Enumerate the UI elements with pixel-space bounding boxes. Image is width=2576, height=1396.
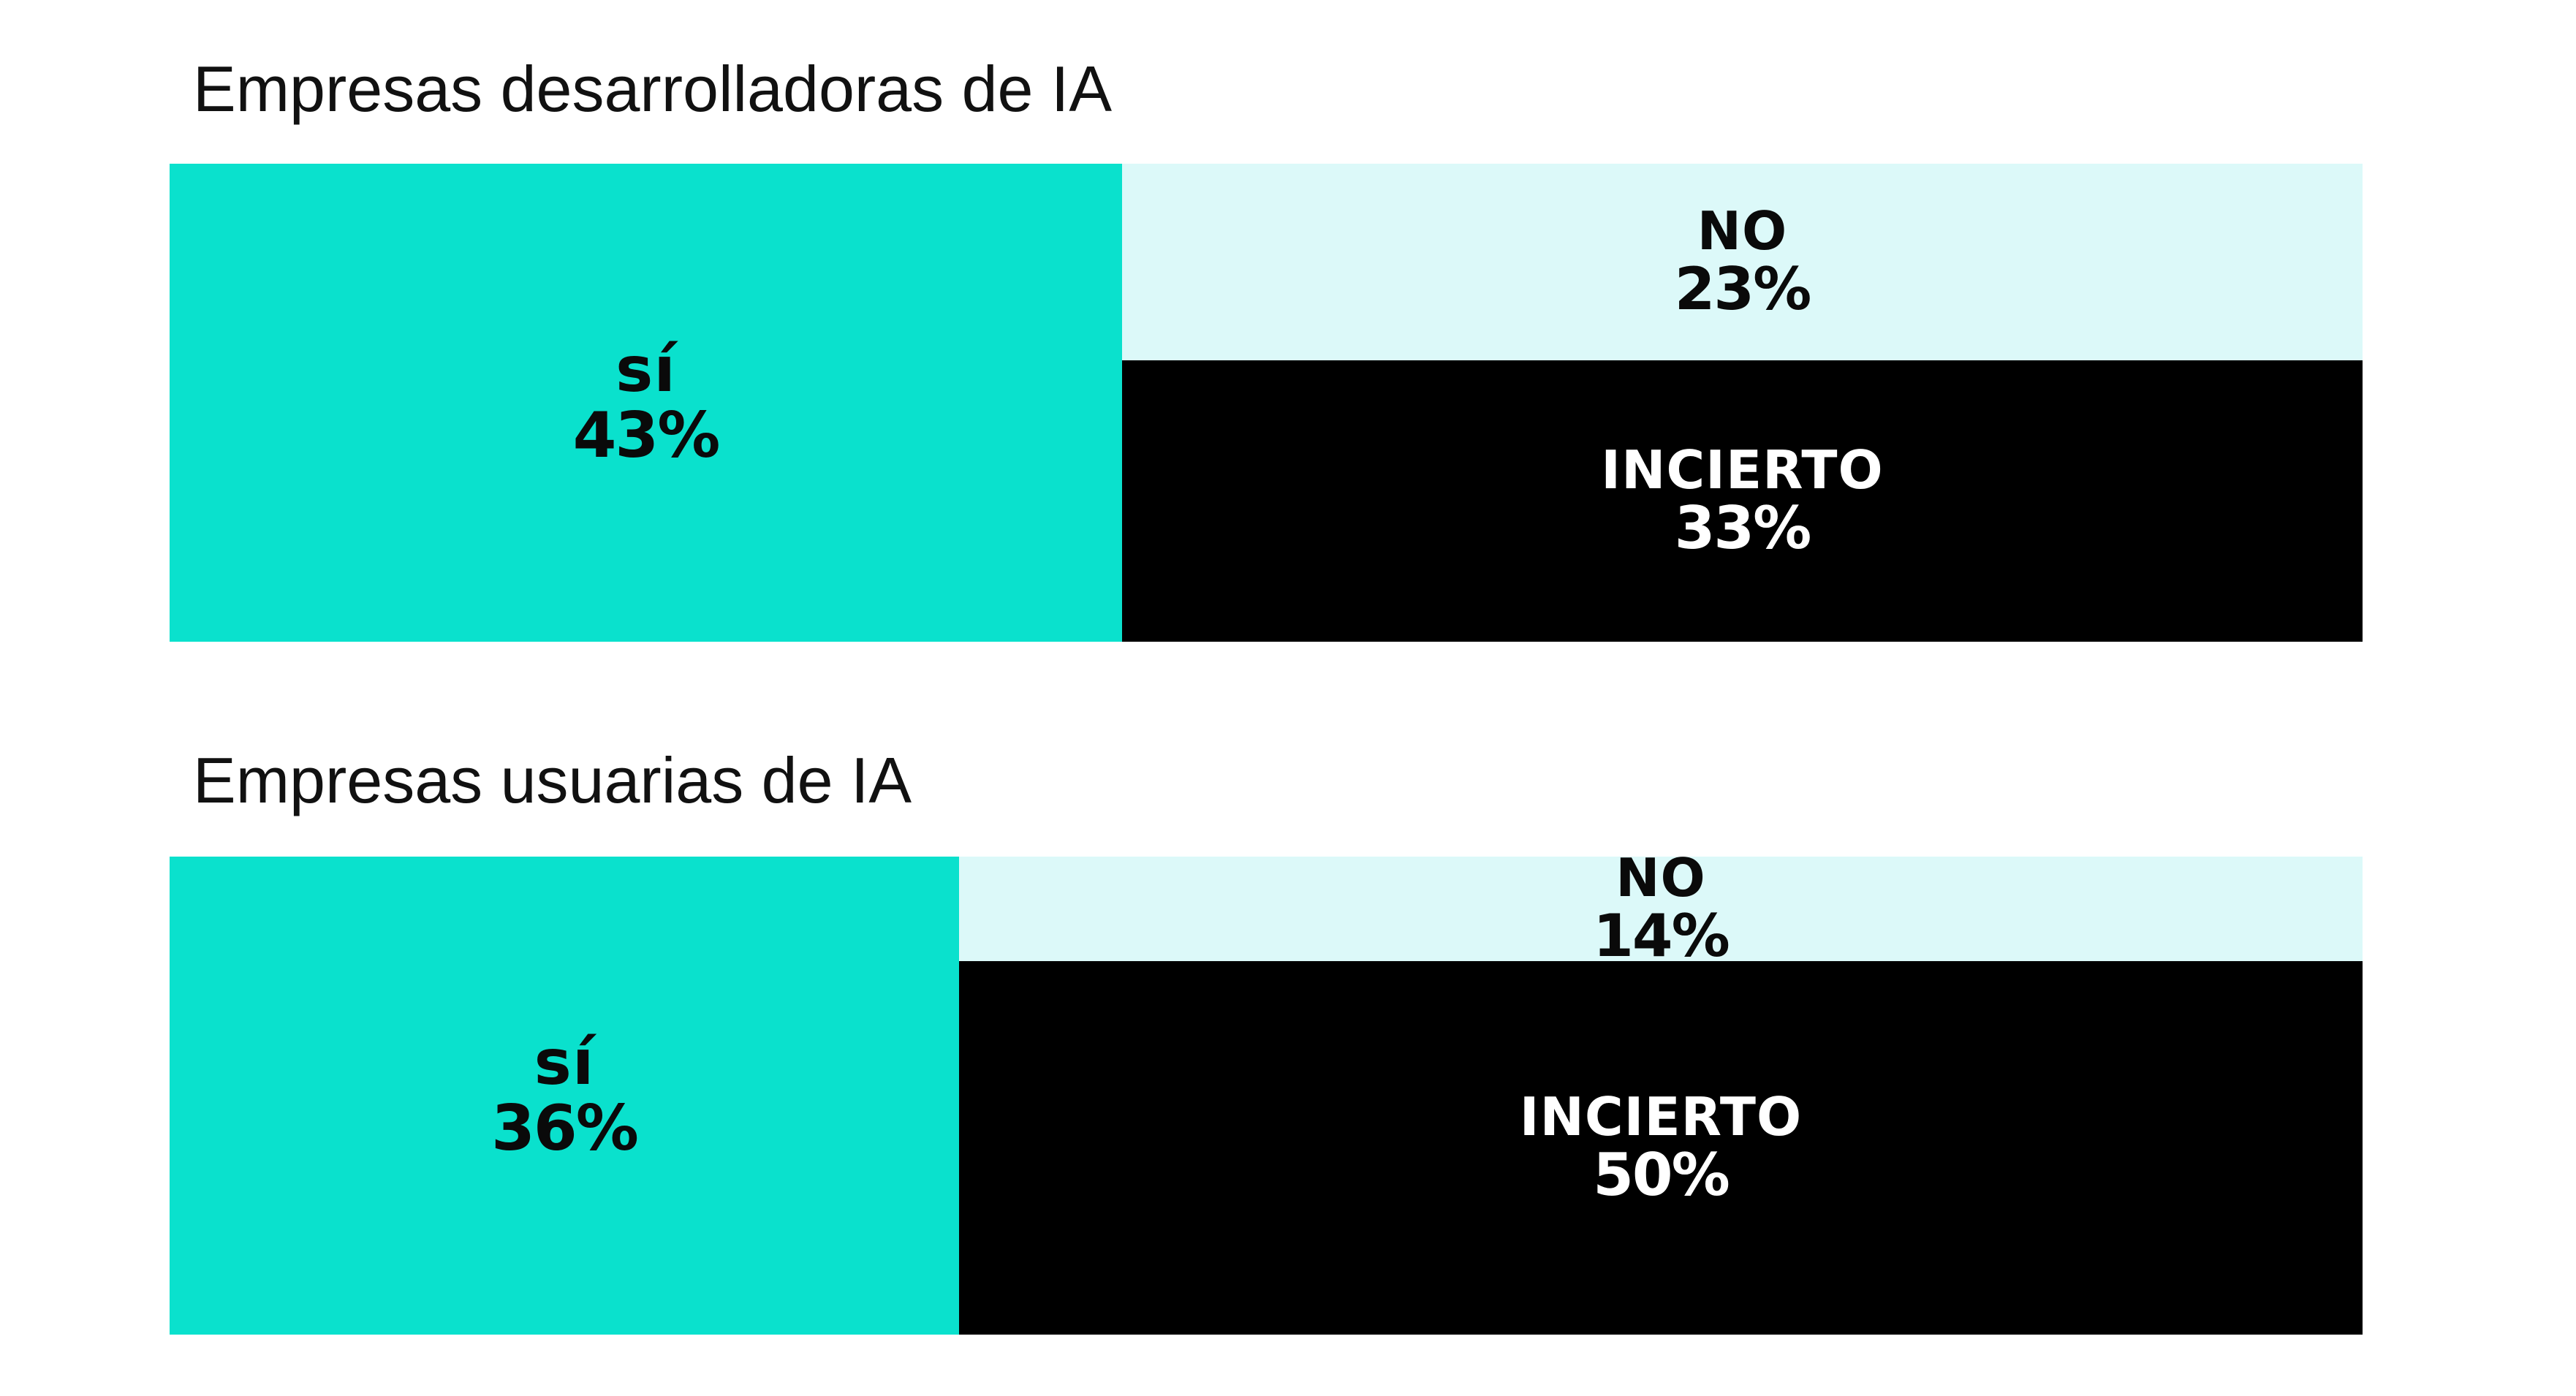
segment-value: 23%: [1674, 255, 1811, 324]
segment-label: INCIERTO: [1601, 439, 1884, 501]
segment-value: 50%: [1593, 1141, 1730, 1210]
segment-value: 36%: [491, 1092, 639, 1165]
segment-label: NO: [1615, 846, 1706, 908]
segment-incierto: INCIERTO 33%: [1122, 360, 2363, 642]
segment-value: 33%: [1674, 494, 1811, 563]
segment-value: 43%: [572, 399, 721, 472]
segment-value: 14%: [1593, 902, 1730, 971]
segment-si: sí 36%: [170, 857, 959, 1335]
segment-label: NO: [1697, 200, 1788, 262]
chart-title: Empresas desarrolladoras de IA: [193, 53, 1113, 125]
mosaic-plot: sí 36% NO 14% INCIERTO 50%: [170, 850, 2363, 1335]
mosaic-plot: sí 43% NO 23% INCIERTO 33%: [170, 164, 2363, 642]
segment-no: NO 23%: [1122, 164, 2363, 360]
segment-incierto: INCIERTO 50%: [959, 961, 2363, 1335]
segment-label: INCIERTO: [1519, 1085, 1803, 1147]
chart-title: Empresas usuarias de IA: [193, 744, 912, 816]
segment-no: NO 14%: [959, 850, 2363, 967]
segment-label: sí: [615, 333, 676, 406]
segment-label: sí: [534, 1025, 595, 1099]
segment-si: sí 43%: [170, 164, 1122, 642]
